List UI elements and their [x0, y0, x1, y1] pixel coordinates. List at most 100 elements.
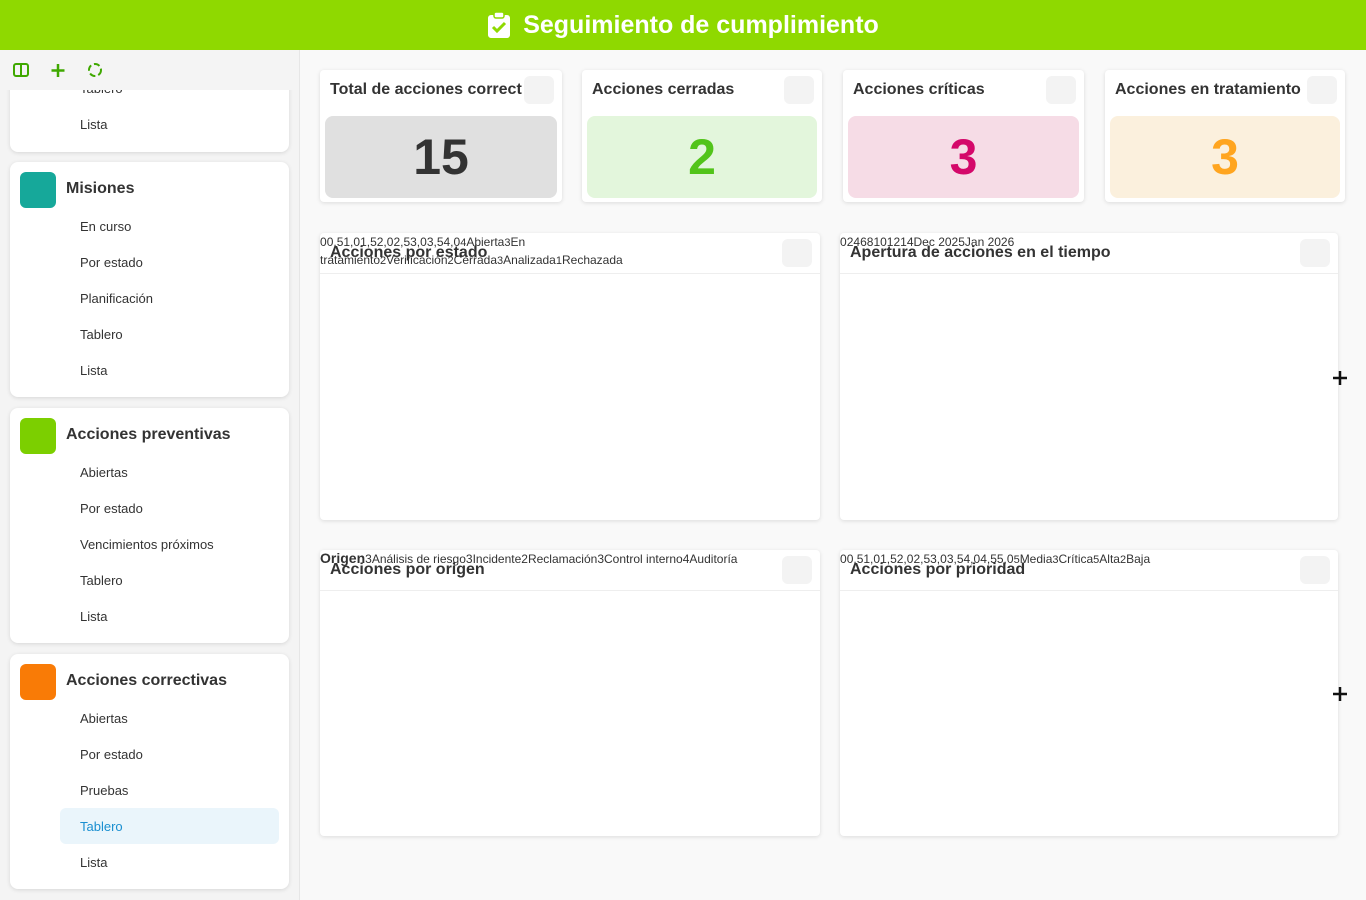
x-tick-label: Analizada: [503, 253, 556, 267]
section-icon: [20, 172, 56, 208]
sidebar-section: Acciones preventivas Abiertas Por estado Ve…: [10, 408, 289, 643]
sidebar-item[interactable]: Abiertas: [60, 700, 279, 736]
item-label: Abiertas: [80, 710, 128, 726]
legend-label: Reclamación: [527, 552, 598, 566]
chart-card: Acciones por origen Origen3Análisis de ri…: [320, 550, 820, 836]
item-label: Lista: [80, 854, 108, 870]
sidebar-item[interactable]: Tablero: [60, 316, 279, 352]
y-tick-label: 3,5: [946, 552, 964, 566]
item-label: Lista: [80, 116, 108, 132]
chart: 02468101214Dec 2025Jan 2026: [840, 233, 1014, 251]
separator: [840, 590, 1338, 591]
y-tick-label: 10: [873, 235, 887, 249]
kpi-box: 15: [325, 116, 557, 198]
sidebar-section: Acciones correctivas Abiertas Por estado Pr…: [10, 654, 289, 889]
y-tick-label: 2,0: [376, 235, 394, 249]
menu-button[interactable]: [782, 239, 812, 267]
section-title: Acciones correctivas: [66, 672, 227, 689]
chart-card: Acciones por prioridad 00,51,01,52,02,53,…: [840, 550, 1338, 836]
item-label: Lista: [80, 608, 108, 624]
kpi-title: Acciones cerradas: [592, 81, 735, 98]
item-label: Tablero: [80, 90, 123, 96]
sidebar-item[interactable]: Lista: [60, 352, 279, 388]
sidebar-item[interactable]: Vencimientos próximos: [60, 526, 279, 562]
kpi-value: 2: [688, 129, 716, 185]
sidebar-item[interactable]: Lista: [60, 106, 279, 142]
chart: 00,51,01,52,02,53,03,54,04Abierta3En tra…: [320, 233, 820, 269]
legend-label: Incidente: [472, 552, 522, 566]
menu-button[interactable]: [1307, 76, 1337, 104]
item-label: Planificación: [80, 290, 153, 306]
item-label: Pruebas: [80, 782, 129, 798]
value-label: 1: [555, 255, 562, 267]
add-icon[interactable]: [51, 64, 65, 77]
x-tick-label: Baja: [1126, 552, 1151, 566]
add-button[interactable]: [1326, 364, 1354, 392]
y-tick-label: 0,5: [326, 235, 344, 249]
y-tick-label: 4,0: [963, 552, 981, 566]
item-label: Lista: [80, 362, 108, 378]
menu-button[interactable]: [1300, 239, 1330, 267]
menu-button[interactable]: [524, 76, 554, 104]
kpi-box: 3: [1110, 116, 1340, 198]
sidebar-item[interactable]: Por estado: [60, 244, 279, 280]
y-tick-label: 1,0: [863, 552, 881, 566]
y-tick-label: 0: [320, 235, 327, 249]
sidebar-item[interactable]: Abiertas: [60, 454, 279, 490]
chart-title: Apertura de acciones en el tiempo: [850, 244, 1111, 261]
y-tick-label: 5,0: [996, 552, 1014, 566]
item-label: Tablero: [80, 818, 123, 834]
x-tick-label: Crítica: [1058, 552, 1094, 566]
x-tick-label: Dec 2025: [913, 235, 965, 249]
sidebar-item[interactable]: Tablero: [60, 562, 279, 598]
section-icon: [20, 418, 56, 454]
add-button[interactable]: [1326, 680, 1354, 708]
x-tick-label: En tratamiento: [320, 235, 526, 267]
sidebar-item[interactable]: Pruebas: [60, 772, 279, 808]
kpi-value: 3: [1211, 129, 1239, 185]
kpi-box: 3: [848, 116, 1079, 198]
slice-label: 3: [597, 552, 605, 566]
chart-title: Acciones por estado: [330, 244, 488, 261]
legend-label: Auditoría: [689, 552, 738, 566]
kpi-box: 2: [587, 116, 817, 198]
sidebar-item[interactable]: Por estado: [60, 736, 279, 772]
chart: Origen3Análisis de riesgo3Incidente2Recl…: [320, 550, 737, 568]
y-tick-label: 0: [840, 235, 847, 249]
sidebar-section: Misiones En curso Por estado Planificación T…: [10, 162, 289, 397]
sidebar-item[interactable]: Por estado: [60, 490, 279, 526]
sidebar-item[interactable]: Planificación: [60, 280, 279, 316]
sidebar: Tablero Lista Misiones En curso Por estado Pl…: [0, 50, 300, 900]
menu-button[interactable]: [782, 556, 812, 584]
menu-button[interactable]: [1046, 76, 1076, 104]
sidebar-item[interactable]: Tablero: [60, 808, 279, 844]
chart-title: Acciones por origen: [330, 561, 485, 578]
sidebar-item[interactable]: Tablero: [60, 90, 279, 106]
kpi-value: 15: [413, 129, 469, 185]
menu-button[interactable]: [1300, 556, 1330, 584]
value-label: 2: [447, 255, 454, 267]
sidebar-item[interactable]: Lista: [60, 598, 279, 634]
value-label: 3: [1052, 554, 1059, 566]
chart-title: Acciones por prioridad: [850, 561, 1026, 578]
menu-button[interactable]: [784, 76, 814, 104]
kpi-card: Acciones cerradas 2: [582, 70, 822, 202]
y-tick-label: 1,5: [360, 235, 377, 249]
y-tick-label: 2,5: [393, 235, 411, 249]
sidebar-item[interactable]: En curso: [60, 208, 279, 244]
refresh-icon[interactable]: [88, 63, 102, 77]
value-label: 2: [1119, 554, 1127, 566]
y-tick-label: 3,5: [426, 235, 444, 249]
kpi-title: Acciones en tratamiento: [1115, 81, 1301, 98]
y-tick-label: 1,5: [880, 552, 897, 566]
value-label: 5: [1093, 554, 1100, 566]
x-tick-label: Jan 2026: [964, 235, 1015, 249]
y-tick-label: 12: [886, 235, 901, 249]
x-tick-label: Abierta: [466, 235, 505, 249]
chart: 00,51,01,52,02,53,03,54,04,55,05Media3Cr…: [840, 550, 1150, 568]
value-label: 2: [380, 255, 387, 267]
sidebar-item[interactable]: Lista: [60, 844, 279, 880]
x-tick-label: Verificación: [386, 253, 448, 267]
kpi-card: Total de acciones correct 15: [320, 70, 562, 202]
